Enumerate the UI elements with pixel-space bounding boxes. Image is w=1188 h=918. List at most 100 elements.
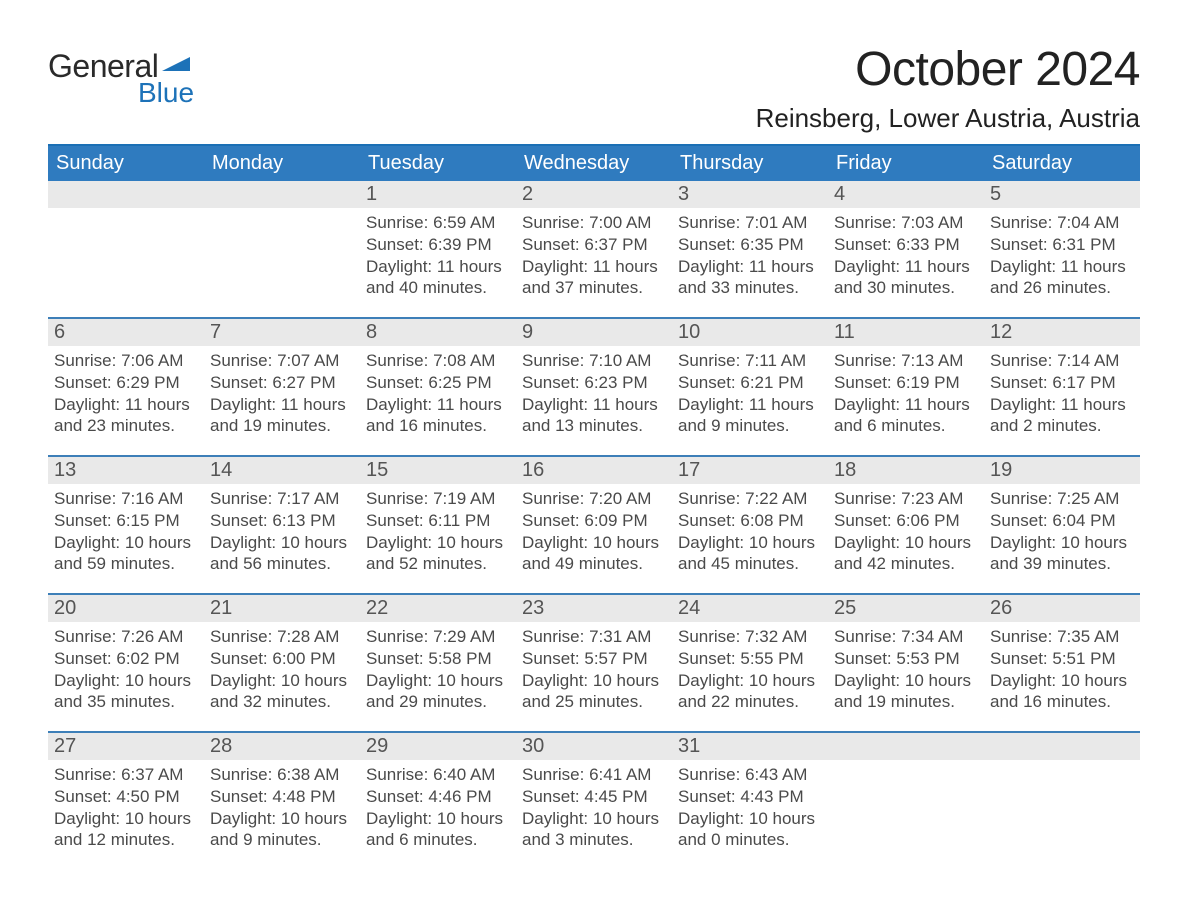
daylight-text: Daylight: 11 hours and 33 minutes. xyxy=(678,256,822,300)
sunset-text: Sunset: 6:29 PM xyxy=(54,372,198,394)
sunset-text: Sunset: 5:53 PM xyxy=(834,648,978,670)
sunset-text: Sunset: 6:17 PM xyxy=(990,372,1134,394)
day-cell xyxy=(984,760,1140,869)
sunrise-text: Sunrise: 7:32 AM xyxy=(678,626,822,648)
daylight-text: Daylight: 10 hours and 16 minutes. xyxy=(990,670,1134,714)
sunrise-text: Sunrise: 7:28 AM xyxy=(210,626,354,648)
week-body: Sunrise: 7:16 AMSunset: 6:15 PMDaylight:… xyxy=(48,484,1140,593)
day-number: 7 xyxy=(204,319,360,346)
day-number: 16 xyxy=(516,457,672,484)
day-cell xyxy=(828,760,984,869)
day-number: 21 xyxy=(204,595,360,622)
sunset-text: Sunset: 6:06 PM xyxy=(834,510,978,532)
day-number: 17 xyxy=(672,457,828,484)
daynum-strip: 12345 xyxy=(48,181,1140,208)
daylight-text: Daylight: 10 hours and 3 minutes. xyxy=(522,808,666,852)
day-cell: Sunrise: 7:32 AMSunset: 5:55 PMDaylight:… xyxy=(672,622,828,731)
flag-icon xyxy=(162,57,190,77)
location-title: Reinsberg, Lower Austria, Austria xyxy=(756,103,1140,134)
daylight-text: Daylight: 10 hours and 39 minutes. xyxy=(990,532,1134,576)
day-cell: Sunrise: 6:38 AMSunset: 4:48 PMDaylight:… xyxy=(204,760,360,869)
sunrise-text: Sunrise: 7:23 AM xyxy=(834,488,978,510)
daylight-text: Daylight: 11 hours and 9 minutes. xyxy=(678,394,822,438)
daynum-strip: 13141516171819 xyxy=(48,457,1140,484)
sunrise-text: Sunrise: 7:29 AM xyxy=(366,626,510,648)
day-number: 1 xyxy=(360,181,516,208)
sunset-text: Sunset: 6:11 PM xyxy=(366,510,510,532)
header-bar: General Blue October 2024 Reinsberg, Low… xyxy=(48,20,1140,138)
daylight-text: Daylight: 11 hours and 40 minutes. xyxy=(366,256,510,300)
day-cell: Sunrise: 6:37 AMSunset: 4:50 PMDaylight:… xyxy=(48,760,204,869)
daynum-strip: 2728293031 xyxy=(48,733,1140,760)
sunset-text: Sunset: 6:15 PM xyxy=(54,510,198,532)
sunrise-text: Sunrise: 7:25 AM xyxy=(990,488,1134,510)
day-cell: Sunrise: 7:35 AMSunset: 5:51 PMDaylight:… xyxy=(984,622,1140,731)
day-cell: Sunrise: 7:10 AMSunset: 6:23 PMDaylight:… xyxy=(516,346,672,455)
daylight-text: Daylight: 10 hours and 56 minutes. xyxy=(210,532,354,576)
calendar-grid: Sunday Monday Tuesday Wednesday Thursday… xyxy=(48,144,1140,869)
day-number: 4 xyxy=(828,181,984,208)
sunset-text: Sunset: 6:19 PM xyxy=(834,372,978,394)
daynum-strip: 20212223242526 xyxy=(48,595,1140,622)
day-cell: Sunrise: 6:43 AMSunset: 4:43 PMDaylight:… xyxy=(672,760,828,869)
dow-sunday: Sunday xyxy=(48,146,204,181)
sunset-text: Sunset: 4:46 PM xyxy=(366,786,510,808)
day-cell: Sunrise: 7:13 AMSunset: 6:19 PMDaylight:… xyxy=(828,346,984,455)
daylight-text: Daylight: 10 hours and 12 minutes. xyxy=(54,808,198,852)
day-cell: Sunrise: 7:28 AMSunset: 6:00 PMDaylight:… xyxy=(204,622,360,731)
daylight-text: Daylight: 11 hours and 23 minutes. xyxy=(54,394,198,438)
day-cell: Sunrise: 7:14 AMSunset: 6:17 PMDaylight:… xyxy=(984,346,1140,455)
daylight-text: Daylight: 10 hours and 32 minutes. xyxy=(210,670,354,714)
title-block: October 2024 Reinsberg, Lower Austria, A… xyxy=(756,42,1140,138)
day-number: 28 xyxy=(204,733,360,760)
sunrise-text: Sunrise: 7:11 AM xyxy=(678,350,822,372)
sunrise-text: Sunrise: 7:35 AM xyxy=(990,626,1134,648)
day-number: 31 xyxy=(672,733,828,760)
sunrise-text: Sunrise: 7:10 AM xyxy=(522,350,666,372)
sunrise-text: Sunrise: 7:19 AM xyxy=(366,488,510,510)
sunset-text: Sunset: 4:43 PM xyxy=(678,786,822,808)
week-row: 12345Sunrise: 6:59 AMSunset: 6:39 PMDayl… xyxy=(48,181,1140,317)
day-number xyxy=(984,733,1140,760)
day-number: 5 xyxy=(984,181,1140,208)
sunrise-text: Sunrise: 7:08 AM xyxy=(366,350,510,372)
sunrise-text: Sunrise: 6:37 AM xyxy=(54,764,198,786)
day-number: 15 xyxy=(360,457,516,484)
daylight-text: Daylight: 11 hours and 2 minutes. xyxy=(990,394,1134,438)
daylight-text: Daylight: 11 hours and 19 minutes. xyxy=(210,394,354,438)
day-cell: Sunrise: 6:40 AMSunset: 4:46 PMDaylight:… xyxy=(360,760,516,869)
dow-thursday: Thursday xyxy=(672,146,828,181)
sunrise-text: Sunrise: 7:00 AM xyxy=(522,212,666,234)
sunrise-text: Sunrise: 6:43 AM xyxy=(678,764,822,786)
day-number: 24 xyxy=(672,595,828,622)
week-body: Sunrise: 7:26 AMSunset: 6:02 PMDaylight:… xyxy=(48,622,1140,731)
day-cell: Sunrise: 7:00 AMSunset: 6:37 PMDaylight:… xyxy=(516,208,672,317)
daylight-text: Daylight: 10 hours and 52 minutes. xyxy=(366,532,510,576)
dow-friday: Friday xyxy=(828,146,984,181)
daylight-text: Daylight: 10 hours and 49 minutes. xyxy=(522,532,666,576)
week-row: 13141516171819Sunrise: 7:16 AMSunset: 6:… xyxy=(48,455,1140,593)
daylight-text: Daylight: 10 hours and 19 minutes. xyxy=(834,670,978,714)
day-number: 13 xyxy=(48,457,204,484)
day-number: 20 xyxy=(48,595,204,622)
daylight-text: Daylight: 10 hours and 42 minutes. xyxy=(834,532,978,576)
day-number xyxy=(204,181,360,208)
day-cell: Sunrise: 7:31 AMSunset: 5:57 PMDaylight:… xyxy=(516,622,672,731)
day-cell: Sunrise: 7:06 AMSunset: 6:29 PMDaylight:… xyxy=(48,346,204,455)
sunrise-text: Sunrise: 6:38 AM xyxy=(210,764,354,786)
sunrise-text: Sunrise: 7:34 AM xyxy=(834,626,978,648)
sunset-text: Sunset: 6:31 PM xyxy=(990,234,1134,256)
sunrise-text: Sunrise: 7:16 AM xyxy=(54,488,198,510)
sunrise-text: Sunrise: 7:06 AM xyxy=(54,350,198,372)
daylight-text: Daylight: 10 hours and 35 minutes. xyxy=(54,670,198,714)
sunrise-text: Sunrise: 7:04 AM xyxy=(990,212,1134,234)
dow-tuesday: Tuesday xyxy=(360,146,516,181)
daylight-text: Daylight: 10 hours and 29 minutes. xyxy=(366,670,510,714)
daylight-text: Daylight: 10 hours and 59 minutes. xyxy=(54,532,198,576)
day-number: 6 xyxy=(48,319,204,346)
daylight-text: Daylight: 10 hours and 9 minutes. xyxy=(210,808,354,852)
sunrise-text: Sunrise: 7:03 AM xyxy=(834,212,978,234)
daylight-text: Daylight: 10 hours and 6 minutes. xyxy=(366,808,510,852)
sunrise-text: Sunrise: 7:20 AM xyxy=(522,488,666,510)
sunrise-text: Sunrise: 6:59 AM xyxy=(366,212,510,234)
